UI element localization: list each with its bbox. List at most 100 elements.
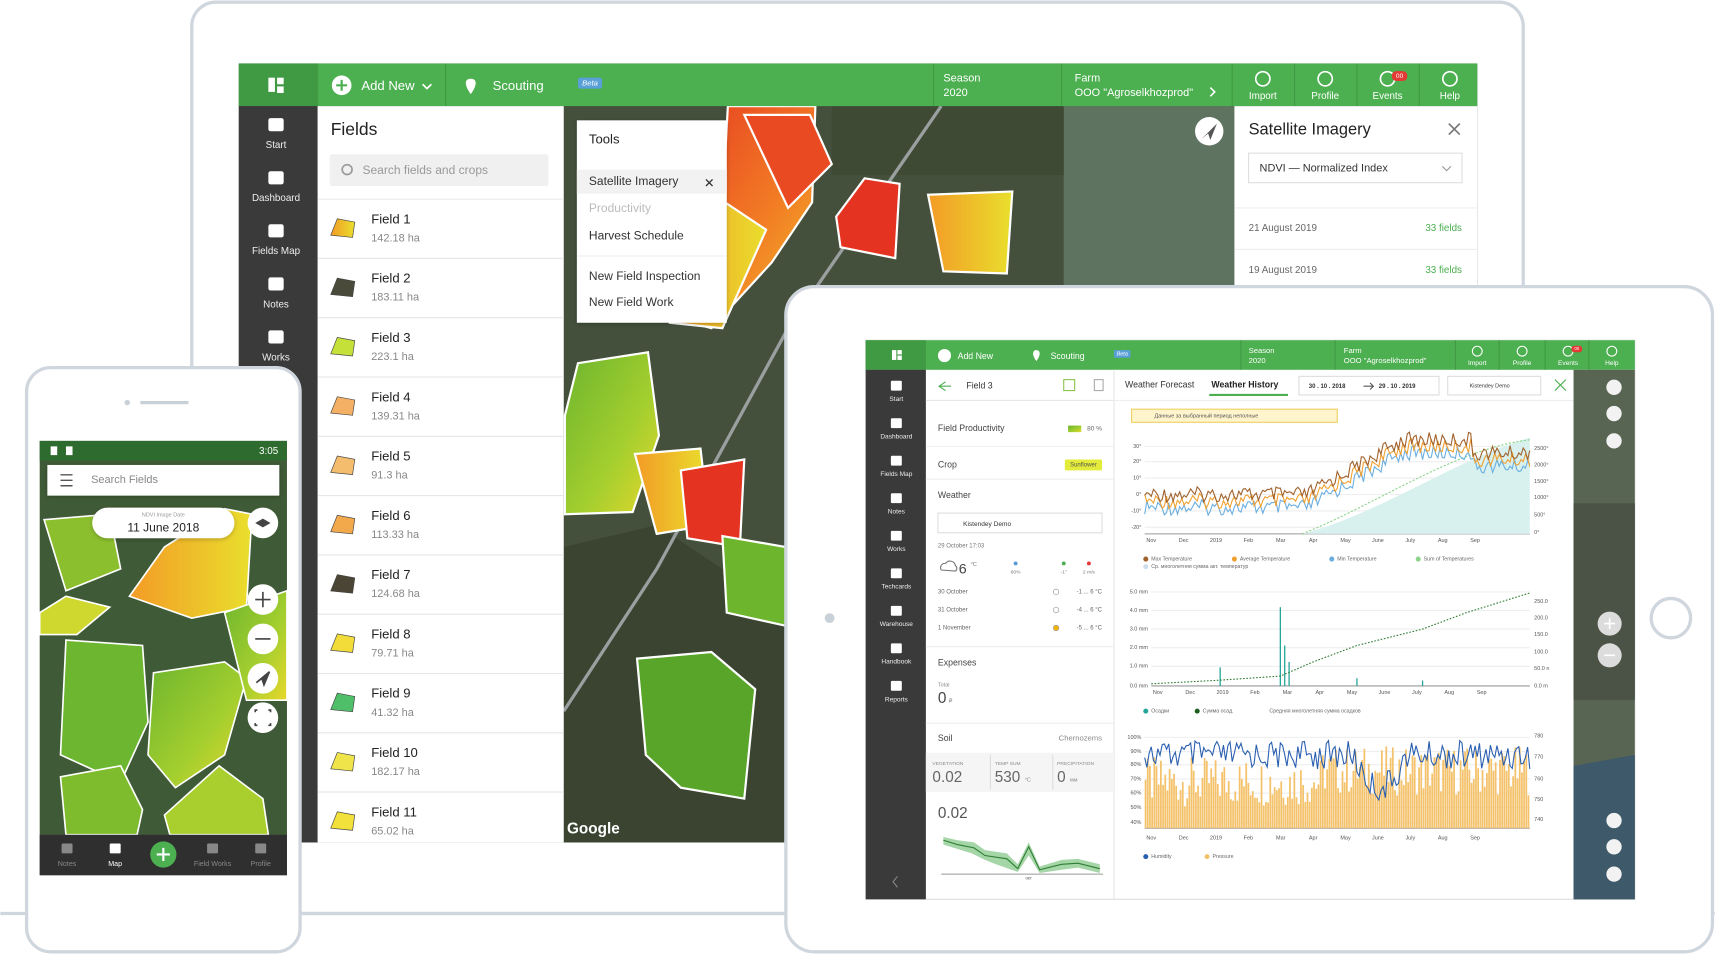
x-tick-label: May bbox=[1347, 690, 1358, 696]
pressure-bar bbox=[1195, 792, 1197, 829]
legend-item: Ср. многолетняя сумма акт. температур bbox=[1151, 564, 1248, 570]
search-bar[interactable] bbox=[47, 464, 280, 496]
fields-panel bbox=[317, 106, 564, 843]
stat-label: TEMP SUM bbox=[995, 761, 1021, 767]
field-name[interactable]: Field 11 bbox=[371, 804, 417, 819]
stat-value: 0.02 bbox=[932, 769, 962, 786]
menu-item[interactable]: New Field Inspection bbox=[589, 269, 701, 283]
y2-tick-label: 2000° bbox=[1534, 462, 1548, 468]
pressure-bar bbox=[1433, 757, 1436, 829]
image-date[interactable]: 19 August 2019 bbox=[1249, 265, 1317, 276]
temp-unit: °C bbox=[971, 562, 977, 568]
add-new[interactable]: Add New bbox=[361, 78, 415, 93]
temperature: 6 bbox=[959, 562, 967, 578]
tab[interactable]: Weather History bbox=[1211, 379, 1278, 389]
map-button[interactable] bbox=[1606, 405, 1622, 422]
y2-tick-label: 0° bbox=[1534, 530, 1539, 536]
select-box[interactable] bbox=[937, 512, 1103, 534]
season[interactable]: 2020 bbox=[943, 87, 967, 99]
field-name[interactable]: Field 8 bbox=[371, 626, 410, 641]
nav-item[interactable]: Profile bbox=[251, 860, 271, 868]
add-new[interactable]: Add New bbox=[958, 351, 994, 361]
y2-tick-label: 780 bbox=[1534, 734, 1543, 740]
action[interactable]: Import bbox=[1249, 91, 1277, 102]
scouting[interactable]: Scouting bbox=[493, 78, 544, 93]
image-date[interactable]: 21 August 2019 bbox=[1249, 223, 1317, 234]
action[interactable]: Events bbox=[1558, 360, 1579, 367]
y-tick-label: 3.0 mm bbox=[1130, 627, 1149, 633]
tab[interactable]: Weather Forecast bbox=[1125, 379, 1195, 389]
field-icon bbox=[330, 337, 356, 357]
map-button[interactable] bbox=[1606, 379, 1622, 395]
action[interactable]: Help bbox=[1440, 91, 1461, 102]
sidebar-item[interactable]: Warehouse bbox=[880, 621, 914, 628]
field-name[interactable]: Field 2 bbox=[371, 271, 410, 286]
search-box[interactable] bbox=[329, 154, 549, 186]
nav-item[interactable]: Map bbox=[108, 860, 122, 868]
action[interactable]: Events bbox=[1373, 91, 1403, 102]
pressure-bar bbox=[1391, 747, 1394, 829]
sidebar-item[interactable]: Handbook bbox=[881, 659, 912, 666]
menu-item[interactable]: Harvest Schedule bbox=[589, 228, 684, 242]
field-name[interactable]: Field 1 bbox=[371, 211, 410, 226]
pressure-bar bbox=[1477, 768, 1480, 829]
menu-item[interactable]: Satellite Imagery bbox=[589, 174, 679, 188]
sidebar-item[interactable]: Dashboard bbox=[252, 193, 300, 204]
field-name[interactable]: Field 5 bbox=[371, 449, 410, 464]
sidebar-item[interactable]: Techcards bbox=[881, 584, 912, 591]
sidebar-item[interactable]: Works bbox=[887, 546, 906, 553]
sidebar-item[interactable]: Works bbox=[262, 352, 290, 363]
sidebar-item[interactable]: Notes bbox=[888, 509, 906, 516]
beta-badge bbox=[577, 77, 603, 89]
sidebar-item[interactable]: Fields Map bbox=[880, 471, 912, 478]
sidebar-item[interactable]: Dashboard bbox=[880, 434, 912, 441]
field-name[interactable]: Field 4 bbox=[371, 389, 410, 404]
field-name[interactable]: Field 3 bbox=[371, 330, 410, 345]
pressure-bar bbox=[1310, 787, 1313, 829]
sidebar-item[interactable]: Start bbox=[266, 140, 287, 151]
action-icon bbox=[1471, 345, 1483, 357]
map-button[interactable] bbox=[1606, 433, 1622, 449]
sidebar-item[interactable]: Fields Map bbox=[252, 246, 301, 257]
pressure-bar bbox=[1144, 779, 1147, 829]
field-count: 33 fields bbox=[1425, 265, 1462, 276]
sidebar-item[interactable]: Notes bbox=[263, 299, 289, 310]
menu-item[interactable]: New Field Work bbox=[589, 295, 675, 309]
farm[interactable]: OOO "Agroselkhozprod" bbox=[1075, 87, 1194, 99]
action-icon bbox=[1606, 345, 1618, 357]
select-box[interactable] bbox=[1447, 375, 1542, 396]
map-button[interactable] bbox=[1606, 866, 1622, 882]
action[interactable]: Profile bbox=[1311, 91, 1339, 102]
status-bar bbox=[39, 440, 287, 461]
sidebar-item[interactable]: Start bbox=[889, 396, 903, 403]
nav-item[interactable]: Field Works bbox=[194, 860, 232, 868]
sidebar-item[interactable]: Reports bbox=[885, 696, 909, 703]
pressure-bar bbox=[1251, 791, 1254, 829]
pressure-bar bbox=[1461, 769, 1464, 829]
farm[interactable]: OOO "Agroselkhozprod" bbox=[1344, 356, 1427, 365]
select-box[interactable] bbox=[1248, 152, 1463, 184]
map-button[interactable] bbox=[1606, 839, 1622, 855]
pressure-bar bbox=[1247, 782, 1250, 829]
row-label: Crop bbox=[938, 459, 957, 469]
chevron bbox=[422, 83, 432, 90]
add-plus bbox=[336, 79, 348, 91]
pressure-bar bbox=[1173, 773, 1175, 829]
field-name[interactable]: Field 7 bbox=[371, 567, 410, 582]
scouting[interactable]: Scouting bbox=[1051, 351, 1085, 361]
status-icon bbox=[65, 446, 73, 456]
pressure-bar bbox=[1396, 795, 1399, 829]
action[interactable]: Import bbox=[1468, 360, 1487, 367]
map-button[interactable] bbox=[247, 702, 279, 734]
nav-item[interactable]: Notes bbox=[58, 860, 77, 868]
pressure-bar bbox=[1527, 795, 1530, 829]
action[interactable]: Help bbox=[1605, 360, 1619, 367]
action[interactable]: Profile bbox=[1513, 360, 1532, 367]
field-name[interactable]: Field 6 bbox=[371, 508, 410, 523]
map-button[interactable] bbox=[1606, 812, 1622, 829]
pressure-bar bbox=[1345, 749, 1348, 829]
season[interactable]: 2020 bbox=[1249, 356, 1266, 365]
status-icon bbox=[50, 446, 58, 456]
field-name[interactable]: Field 9 bbox=[371, 686, 410, 701]
field-name[interactable]: Field 10 bbox=[371, 745, 418, 760]
